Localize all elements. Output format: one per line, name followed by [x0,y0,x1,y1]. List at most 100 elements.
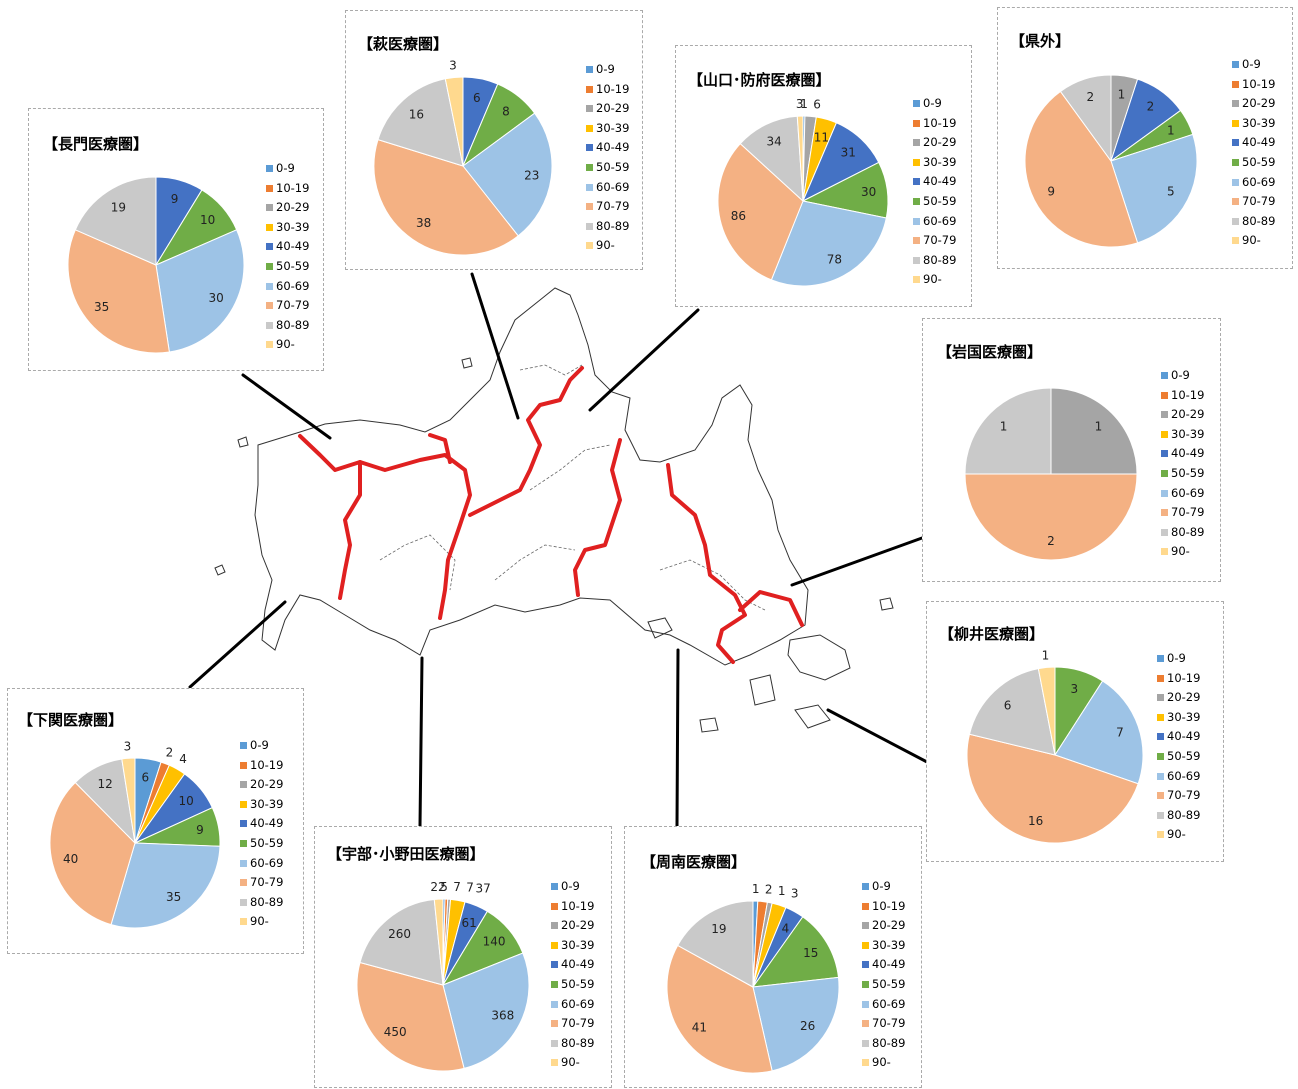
legend-label: 90- [1167,827,1186,842]
legend-swatch [913,158,920,166]
pie-slice-70-79 [356,961,465,1072]
legend-swatch [1157,713,1164,721]
legend-item-10-19: 10-19 [1232,75,1275,95]
legend-label: 20-29 [250,777,284,792]
legend-label: 10-19 [250,757,284,772]
legend-label: 10-19 [1167,670,1201,685]
legend-label: 50-59 [1167,748,1201,763]
chart-legend: 0-9 10-19 20-29 30-39 40-49 50-59 60-69 70-79 80… [266,159,309,355]
legend-label: 40-49 [872,957,906,972]
legend-swatch [551,1000,558,1008]
pie-slice-70-79 [964,473,1138,561]
legend-item-50-59: 50-59 [266,257,309,277]
legend-swatch [240,742,247,749]
border-iwakuni-yanai [738,590,804,627]
legend-swatch [240,761,247,769]
legend-item-0-9: 0-9 [551,877,594,897]
island-3 [787,634,851,681]
legend-item-0-9: 0-9 [266,159,309,179]
legend-label: 20-29 [1242,96,1276,111]
legend-label: 0-9 [1171,368,1190,382]
data-label-50-59: 10 [200,213,215,227]
chart-panel-yamaguchi-hofu: 【山口･防府医療圏】 1 6 11 31 30 78 86 34 3 0-9 10-19 20-29… [675,45,972,307]
legend-label: 30-39 [561,937,595,952]
legend-swatch [913,119,920,127]
legend-label: 60-69 [1242,174,1276,189]
legend-swatch [862,1059,869,1067]
legend-label: 40-49 [276,239,310,254]
pie-slice-50-59 [751,916,840,988]
legend-label: 20-29 [872,918,906,933]
legend-label: 90- [872,1055,891,1070]
legend-item-80-89: 80-89 [240,893,283,913]
legend-item-60-69: 60-69 [1157,767,1200,787]
legend-swatch [1161,391,1168,399]
legend-swatch [551,1059,558,1067]
legend-label: 40-49 [923,174,957,189]
legend-swatch [1157,674,1164,682]
legend-item-20-29: 20-29 [266,198,309,218]
leader-hagi [470,272,520,420]
data-label-40-49: 6 [473,91,481,105]
leader-nagato [241,373,332,440]
legend-label: 0-9 [276,161,295,175]
legend-item-10-19: 10-19 [586,80,629,100]
legend-item-70-79: 70-79 [1157,786,1200,806]
legend-swatch [551,922,558,930]
legend-label: 10-19 [923,115,957,130]
legend-swatch [1232,139,1239,147]
legend-label: 60-69 [923,213,957,228]
legend-label: 10-19 [1242,76,1276,91]
legend-swatch [1161,548,1168,556]
legend-item-30-39: 30-39 [913,153,956,173]
chart-legend: 0-9 10-19 20-29 30-39 40-49 50-59 60-69 70-79 80… [1161,366,1204,562]
legend-label: 50-59 [1242,154,1276,169]
legend-item-90-: 90- [1161,542,1204,562]
data-label-60-69: 26 [800,1019,815,1033]
legend-label: 60-69 [1167,768,1201,783]
data-label-70-79: 86 [731,209,746,223]
legend-swatch [1161,372,1168,379]
legend-item-80-89: 80-89 [266,316,309,336]
pie-chart: 3 7 16 6 1 [966,649,1144,844]
chart-panel-yanai: 【柳井医療圏】 3 7 16 6 1 0-9 10-19 20-29 30-39 40-49 50… [926,601,1224,862]
municipal-border-1 [379,534,456,591]
legend-swatch [913,197,920,205]
legend-label: 10-19 [276,180,310,195]
data-label-80-89: 19 [711,922,726,936]
legend-swatch [240,800,247,808]
pie-chart: 1 6 11 31 30 78 86 34 3 [717,97,889,287]
legend-label: 20-29 [1167,690,1201,705]
chart-title: 【柳井医療圏】 [939,625,1045,643]
legend-swatch [586,124,593,132]
legend-swatch [266,262,273,270]
legend-label: 20-29 [923,135,957,150]
legend-item-60-69: 60-69 [240,854,283,874]
pie-slice-60-69 [462,112,553,237]
legend-item-0-9: 0-9 [1157,649,1200,669]
data-label-70-79: 9 [1047,185,1055,199]
chart-title: 【山口･防府医療圏】 [688,71,831,89]
legend-label: 30-39 [1171,426,1205,441]
legend-item-10-19: 10-19 [913,114,956,134]
legend-item-40-49: 40-49 [266,237,309,257]
data-label-40-49: 2 [1147,100,1155,114]
legend-label: 90- [596,238,615,253]
legend-label: 70-79 [923,233,957,248]
data-label-30-39: 11 [814,130,829,144]
data-label-0-9: 5 [440,880,448,894]
legend-item-50-59: 50-59 [240,834,283,854]
data-label-80-89: 16 [409,108,424,122]
data-label-70-79: 38 [416,216,431,230]
chart-legend: 0-9 10-19 20-29 30-39 40-49 50-59 60-69 70-79 80… [862,877,905,1073]
legend-item-70-79: 70-79 [1161,503,1204,523]
legend-label: 50-59 [872,976,906,991]
pie-slice-70-79 [49,781,136,926]
legend-item-0-9: 0-9 [586,60,629,80]
legend-swatch [551,883,558,890]
border-nagato-hagi [298,434,472,620]
legend-item-80-89: 80-89 [1232,212,1275,232]
island-2 [647,617,673,639]
pie-chart: 1 2 1 [964,387,1138,561]
